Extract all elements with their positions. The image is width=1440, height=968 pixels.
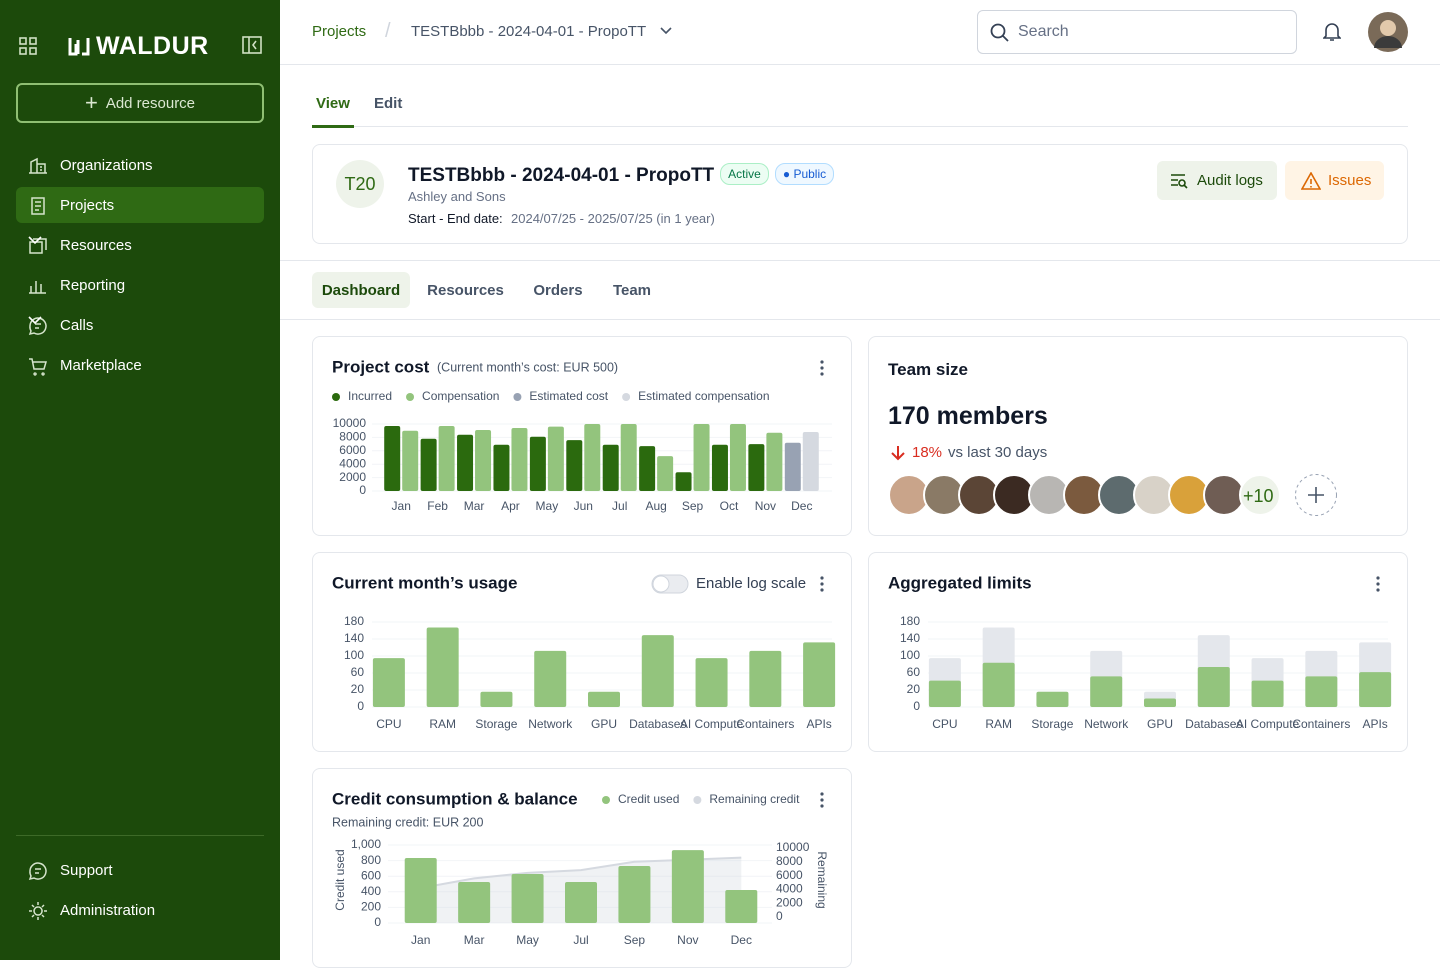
subtab[interactable]: Orders [533, 281, 583, 299]
nav-icon [29, 157, 47, 174]
change: 18% [912, 444, 943, 461]
nav-label: Reporting [60, 276, 126, 294]
project-header: TESTBbbb - 2024-04-01 - PropoTT Active ● P… [408, 163, 835, 187]
tab-indicator [312, 125, 354, 128]
tab[interactable]: Edit [374, 95, 403, 112]
down-arrow [891, 446, 905, 461]
divider [280, 260, 1440, 261]
project-name: TESTBbbb - 2024-04-01 - PropoTT [408, 165, 715, 186]
apps-icon[interactable] [19, 37, 37, 55]
nav-icon [29, 238, 47, 254]
nav-label: Resources [60, 236, 132, 254]
add-resource-button[interactable]: + Add resource [16, 83, 264, 123]
subtab[interactable]: Resources [427, 281, 504, 299]
member-count: 170 members [888, 402, 1048, 430]
audit-logs-button[interactable]: Audit logs [1157, 161, 1277, 200]
nav-label: Administration [60, 901, 156, 919]
tab[interactable]: View [316, 95, 350, 112]
breadcrumb-current[interactable]: TESTBbbb - 2024-04-01 - PropoTT [411, 23, 647, 40]
project-cost-card [312, 336, 852, 536]
nav-icon [31, 197, 45, 215]
nav-icon [29, 281, 46, 294]
visibility-badge: ● Public [774, 163, 835, 185]
button-label: Issues [1328, 172, 1372, 189]
nav-item[interactable]: Projects [16, 187, 264, 223]
nav-icon [29, 902, 47, 920]
collapse-icon[interactable] [242, 36, 262, 54]
nav-item[interactable]: Reporting [16, 267, 264, 303]
project-card: T20 TESTBbbb - 2024-04-01 - PropoTT Activ… [312, 144, 1408, 244]
button-label: Add resource [105, 94, 196, 112]
brand: WALDUR [96, 32, 209, 60]
search-icon [990, 23, 1009, 42]
breadcrumb-link[interactable]: Projects [312, 23, 367, 40]
nav-item[interactable]: Support [16, 852, 264, 888]
icon [1301, 172, 1321, 190]
more-members[interactable]: +10 [1243, 486, 1274, 506]
nav-icon [28, 862, 47, 881]
badge-label: Public [793, 167, 827, 181]
sidebar: WALDUR + Add resource Organizations Projec… [0, 0, 280, 960]
card-title: Team size [888, 360, 969, 379]
avatar-row [888, 474, 1337, 516]
user-avatar[interactable] [1368, 12, 1408, 52]
button-label: Audit logs [1197, 172, 1263, 189]
bell-icon[interactable] [1323, 22, 1341, 42]
nav-label: Marketplace [60, 356, 142, 374]
issues-button[interactable]: Issues [1285, 161, 1384, 200]
nav-icon [29, 358, 47, 376]
credit-card [312, 768, 852, 968]
nav-item[interactable]: Marketplace [16, 347, 264, 383]
chevron [28, 316, 42, 325]
nav-label: Organizations [60, 156, 153, 174]
nav-label: Projects [60, 196, 115, 214]
divider [280, 319, 1440, 320]
organization: Ashley and Sons [408, 189, 506, 204]
tab-line [312, 126, 1408, 127]
team-size-card: Team size 170 members 18% vs last 30 day… [868, 336, 1408, 536]
chevron [28, 236, 42, 245]
nav-icon [28, 317, 47, 336]
search-box[interactable]: Search [977, 10, 1297, 54]
nav-item[interactable]: Administration [16, 892, 264, 928]
date-label: Start - End date: [408, 211, 503, 226]
chevron [660, 27, 672, 35]
change-label: vs last 30 days [948, 444, 1048, 461]
nav-item[interactable]: Calls [16, 307, 264, 343]
status-badge: Active [720, 163, 769, 185]
breadcrumb-sep: / [385, 20, 391, 42]
top-bar: Projects / TESTBbbb - 2024-04-01 - Propo… [280, 0, 1440, 65]
subtab[interactable]: Team [612, 281, 652, 299]
date-value: 2024/07/25 - 2025/07/25 (in 1 year) [511, 211, 715, 226]
limits-card [868, 552, 1408, 752]
divider [16, 835, 264, 836]
nav-label: Calls [60, 316, 94, 334]
nav-item[interactable]: Organizations [16, 147, 264, 183]
project-avatar: T20 [336, 160, 384, 208]
logo-icon [68, 38, 90, 56]
search-placeholder: Search [1018, 23, 1069, 40]
nav-item[interactable]: Resources [16, 227, 264, 263]
usage-card [312, 552, 852, 752]
nav-label: Support [60, 861, 113, 879]
icon [1171, 174, 1188, 189]
subtab[interactable]: Dashboard [312, 272, 410, 308]
